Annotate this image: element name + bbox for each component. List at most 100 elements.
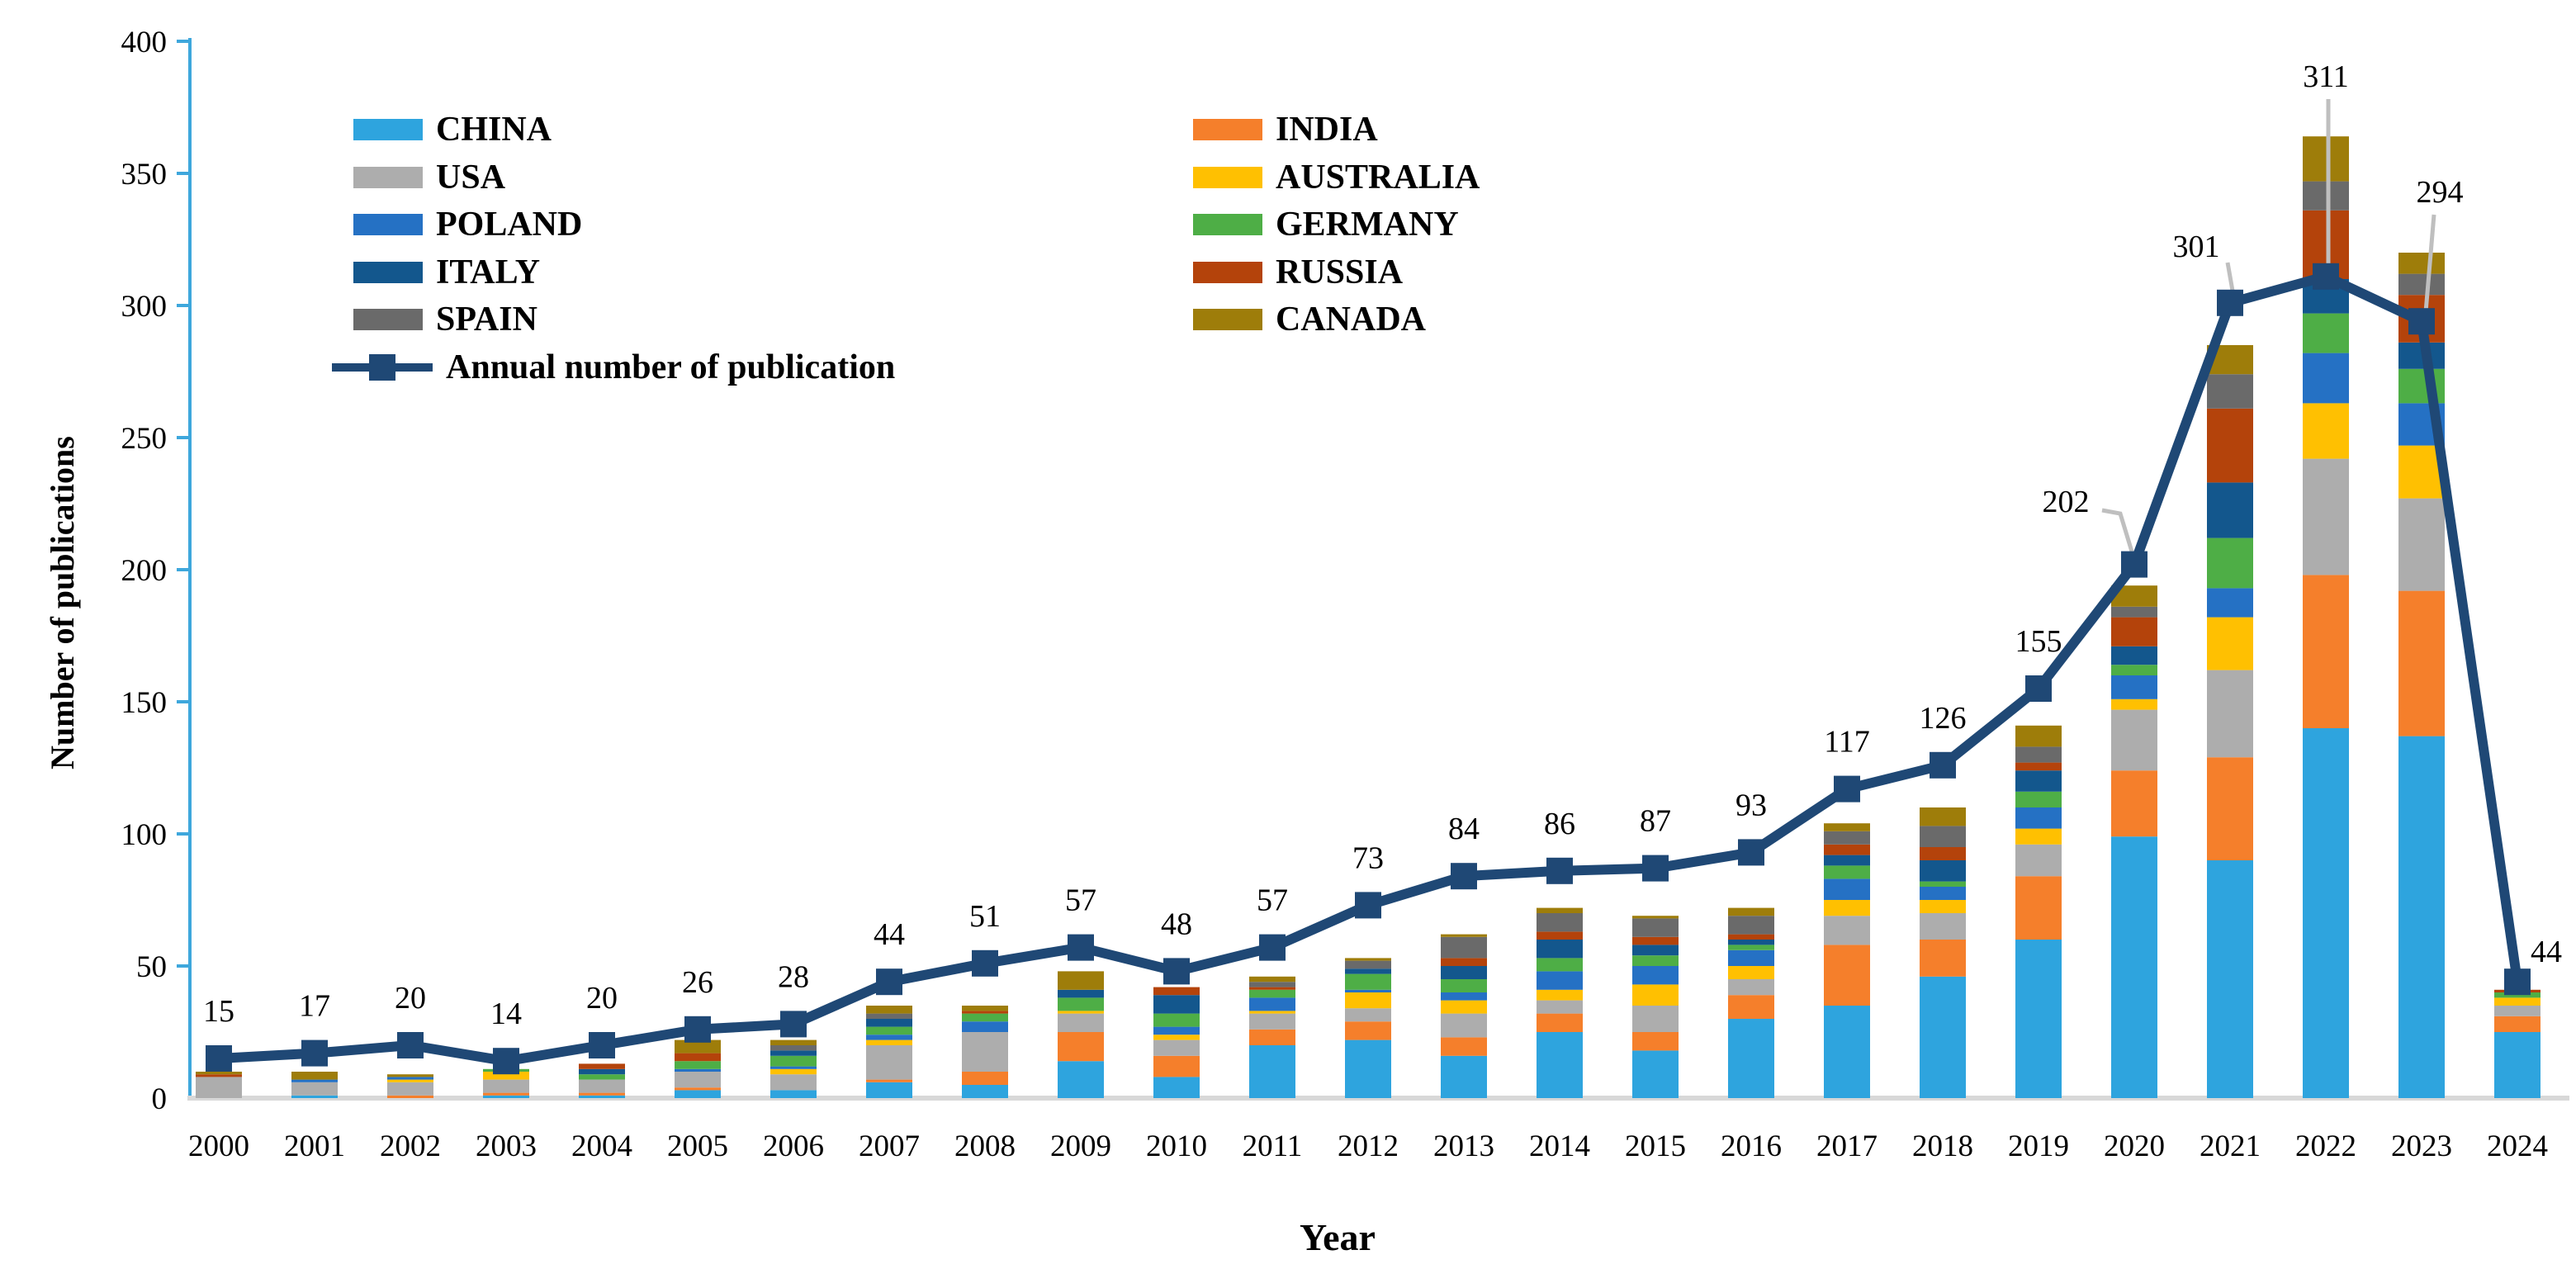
bar-segment-italy-2009: [1058, 989, 1104, 998]
data-label: 87: [1640, 804, 1671, 839]
bar-segment-russia-2015: [1632, 936, 1679, 945]
bar-segment-china-2017: [1824, 1006, 1870, 1098]
bar-segment-italy-2004: [579, 1068, 625, 1075]
bar-segment-italy-2016: [1728, 940, 1774, 945]
line-marker: [589, 1032, 615, 1058]
bar-segment-australia-2024: [2494, 997, 2540, 1006]
bar-segment-usa-2000: [196, 1077, 242, 1098]
line-marker: [397, 1032, 424, 1058]
bar-segment-poland-2007: [866, 1035, 912, 1040]
bar-segment-russia-2020: [2111, 617, 2157, 646]
bar-segment-poland-2013: [1441, 992, 1487, 1001]
x-tick-label: 2023: [2391, 1129, 2452, 1163]
x-tick-label: 2009: [1050, 1129, 1111, 1163]
bar-segment-india-2024: [2494, 1016, 2540, 1032]
y-tick-label: 50: [136, 950, 167, 984]
bar-segment-usa-2017: [1824, 916, 1870, 945]
bar-segment-russia-2005: [675, 1053, 721, 1062]
legend-label: ITALY: [436, 253, 541, 291]
y-tick-label: 0: [152, 1082, 168, 1116]
bar-segment-usa-2001: [291, 1082, 338, 1096]
bar-segment-usa-2008: [962, 1032, 1008, 1072]
line-marker: [301, 1039, 328, 1067]
bar-segment-usa-2003: [483, 1079, 529, 1093]
legend-label: Annual number of publication: [446, 348, 896, 386]
bar-segment-poland-2021: [2207, 588, 2253, 618]
bar-segment-australia-2022: [2303, 403, 2349, 459]
data-label: 15: [203, 994, 234, 1029]
bar-segment-canada-2011: [1249, 976, 1295, 983]
bar-segment-china-2019: [2015, 940, 2062, 1098]
bar-segment-germany-2009: [1058, 997, 1104, 1011]
bar-segment-china-2018: [1920, 976, 1966, 1098]
legend-item: POLAND: [353, 206, 582, 243]
bar-segment-poland-2019: [2015, 807, 2062, 829]
bar-segment-spain-2018: [1920, 826, 1966, 847]
legend-item: USA: [353, 159, 505, 196]
bar-segment-italy-2007: [866, 1019, 912, 1027]
bar-segment-poland-2010: [1153, 1026, 1200, 1035]
data-label: 93: [1735, 788, 1767, 822]
y-tick-label: 350: [121, 158, 168, 192]
bar-segment-usa-2014: [1537, 1000, 1583, 1014]
data-label: 48: [1161, 907, 1192, 941]
data-label: 57: [1065, 883, 1096, 918]
bar-segment-china-2022: [2303, 728, 2349, 1098]
bar-segment-canada-2008: [962, 1006, 1008, 1011]
line-marker: [1451, 863, 1477, 890]
bar-segment-australia-2013: [1441, 1000, 1487, 1014]
bar-segment-china-2007: [866, 1082, 912, 1098]
bar-segment-australia-2003: [483, 1072, 529, 1080]
bar-segment-germany-2007: [866, 1026, 912, 1035]
line-marker: [1259, 934, 1286, 961]
bar-segment-canada-2012: [1345, 958, 1391, 961]
bar-segment-usa-2015: [1632, 1006, 1679, 1032]
bar-segment-russia-2004: [579, 1063, 625, 1069]
bar-segment-usa-2023: [2398, 498, 2445, 591]
x-tick-label: 2024: [2487, 1129, 2548, 1163]
bar-segment-germany-2012: [1345, 973, 1391, 990]
bar-segment-china-2013: [1441, 1055, 1487, 1098]
bar-segment-india-2007: [866, 1079, 912, 1082]
x-tick-label: 2007: [859, 1129, 920, 1163]
x-tick-label: 2005: [667, 1129, 728, 1163]
x-tick-label: 2021: [2200, 1129, 2261, 1163]
data-label: 51: [969, 899, 1001, 934]
bar-segment-canada-2022: [2303, 136, 2349, 182]
publication-line: [218, 271, 2522, 1067]
line-marker: [2408, 308, 2435, 335]
bar-segment-poland-2020: [2111, 675, 2157, 699]
legend-swatch-china: [353, 119, 423, 140]
bar-segment-usa-2013: [1441, 1013, 1487, 1038]
bar-segment-canada-2018: [1920, 807, 1966, 826]
bar-segment-india-2019: [2015, 876, 2062, 940]
bar-segment-russia-2013: [1441, 958, 1487, 966]
bar-segment-india-2012: [1345, 1021, 1391, 1040]
bar-segment-china-2005: [675, 1090, 721, 1098]
bar-segment-germany-2005: [675, 1061, 721, 1069]
data-label: 20: [586, 981, 618, 1016]
bar-segment-germany-2020: [2111, 665, 2157, 675]
bar-segment-usa-2022: [2303, 458, 2349, 575]
bar-segment-spain-2021: [2207, 374, 2253, 409]
bar-segment-canada-2000: [196, 1072, 242, 1075]
y-tick-label: 100: [121, 818, 168, 852]
data-label: 301: [2173, 230, 2220, 264]
y-tick-label: 400: [121, 26, 168, 59]
data-label: 84: [1448, 812, 1480, 846]
bar-segment-usa-2005: [675, 1072, 721, 1088]
x-tick-label: 2002: [380, 1129, 441, 1163]
data-label: 57: [1257, 883, 1288, 918]
data-label: 126: [1920, 701, 1967, 736]
legend-label: CANADA: [1276, 301, 1426, 339]
bar-segment-usa-2009: [1058, 1013, 1104, 1032]
bar-segment-germany-2008: [962, 1013, 1008, 1022]
bar-segment-poland-2002: [387, 1077, 433, 1080]
bar-segment-india-2022: [2303, 575, 2349, 728]
bar-segment-usa-2021: [2207, 670, 2253, 758]
legend-item: ITALY: [353, 254, 540, 291]
x-tick-label: 2003: [476, 1129, 537, 1163]
bar-segment-poland-2016: [1728, 949, 1774, 966]
bar-segment-australia-2002: [387, 1079, 433, 1082]
leader-line: [2101, 508, 2134, 552]
